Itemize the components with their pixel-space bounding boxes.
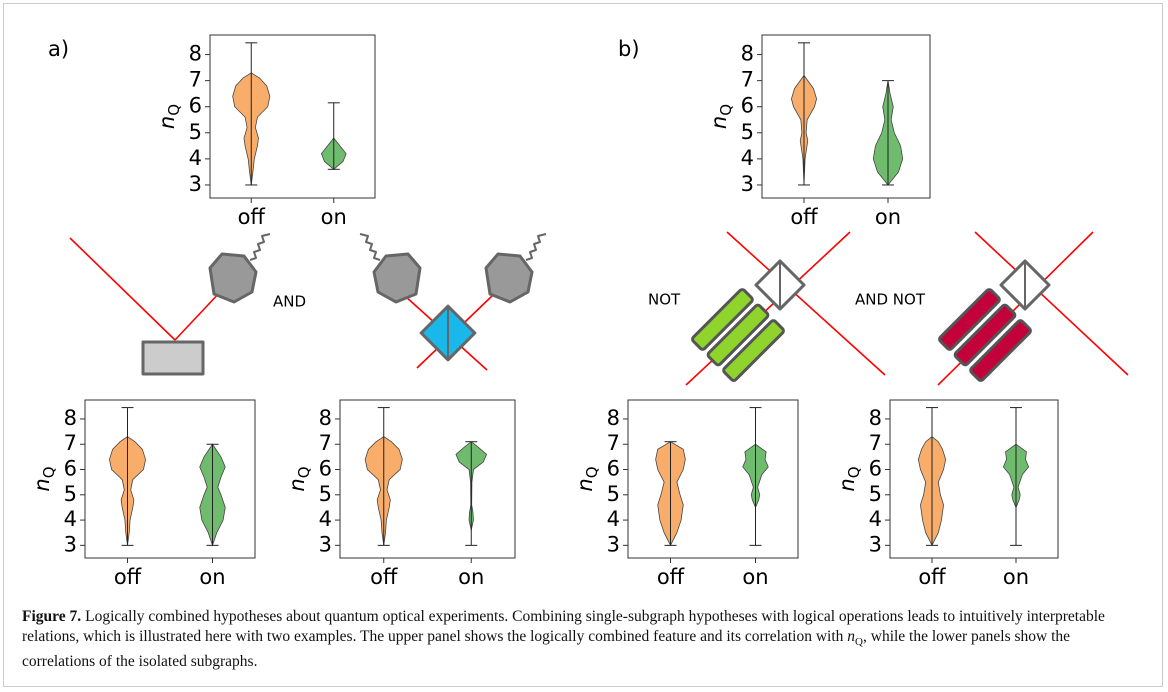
y-axis-subscript: Q	[845, 466, 863, 478]
y-tick-label: 7	[607, 431, 620, 455]
y-tick-label: 4	[189, 146, 202, 170]
y-axis-label: nQ	[155, 104, 183, 129]
x-tick-label: on	[875, 205, 901, 229]
x-tick-label: on	[321, 205, 347, 229]
setup-diagram	[685, 231, 886, 386]
x-tick-label: off	[790, 205, 818, 229]
y-tick-label: 5	[869, 482, 882, 506]
y-axis-subscript: Q	[165, 104, 183, 116]
y-axis-symbol: n	[285, 478, 309, 491]
y-tick-label: 5	[741, 120, 754, 144]
y-tick-label: 8	[869, 406, 882, 430]
plot-frame	[339, 399, 516, 559]
y-tick-label: 4	[319, 507, 332, 531]
y-tick-label: 7	[319, 431, 332, 455]
y-axis-symbol: n	[707, 116, 731, 129]
y-tick-label: 8	[64, 406, 77, 430]
operator-label: AND NOT	[855, 291, 926, 309]
y-tick-label: 7	[64, 431, 77, 455]
y-tick-label: 7	[741, 68, 754, 92]
y-tick-label: 6	[189, 94, 202, 118]
y-tick-label: 3	[64, 532, 77, 556]
plot-frame	[761, 34, 931, 199]
operator-label: NOT	[648, 291, 681, 309]
y-tick-label: 3	[189, 172, 202, 196]
y-tick-label: 7	[869, 431, 882, 455]
panel-label: b)	[618, 37, 640, 61]
y-tick-label: 7	[189, 68, 202, 92]
y-tick-label: 5	[319, 482, 332, 506]
x-tick-label: off	[238, 205, 266, 229]
x-tick-label: off	[657, 565, 685, 589]
setup-diagram	[359, 233, 547, 371]
y-axis-subscript: Q	[583, 466, 601, 478]
y-tick-label: 3	[319, 532, 332, 556]
caption-text: Logically combined hypotheses about quan…	[22, 608, 1105, 645]
setup-diagram	[69, 233, 271, 376]
y-axis-symbol: n	[573, 478, 597, 491]
caption: Figure 7. Logically combined hypotheses a…	[22, 607, 1142, 672]
y-tick-label: 4	[607, 507, 620, 531]
caption-label: Figure 7.	[22, 608, 82, 625]
caption-subscript: Q	[855, 636, 863, 649]
x-tick-label: off	[918, 565, 946, 589]
y-tick-label: 6	[869, 457, 882, 481]
y-axis-subscript: Q	[295, 466, 313, 478]
caption-text: , while the lower panels show the correl…	[22, 628, 1071, 671]
y-tick-label: 8	[189, 42, 202, 66]
y-tick-label: 4	[64, 507, 77, 531]
x-tick-label: off	[114, 565, 142, 589]
y-axis-subscript: Q	[40, 466, 58, 478]
y-tick-label: 3	[607, 532, 620, 556]
plot-frame	[84, 399, 256, 559]
y-axis-label: nQ	[835, 466, 863, 491]
x-tick-label: on	[1003, 565, 1029, 589]
y-axis-label: nQ	[573, 466, 601, 491]
y-tick-label: 8	[607, 406, 620, 430]
y-tick-label: 3	[869, 532, 882, 556]
y-axis-subscript: Q	[717, 104, 735, 116]
y-axis-label: nQ	[707, 104, 735, 129]
y-tick-label: 5	[189, 120, 202, 144]
y-tick-label: 6	[319, 457, 332, 481]
plot-frame	[209, 34, 376, 199]
x-tick-label: on	[742, 565, 768, 589]
caption-symbol: n	[847, 628, 856, 645]
y-tick-label: 4	[741, 146, 754, 170]
figure-frame	[3, 3, 1163, 687]
plot-frame	[889, 399, 1059, 559]
y-tick-label: 6	[607, 457, 620, 481]
y-tick-label: 6	[741, 94, 754, 118]
plot-frame	[627, 399, 799, 559]
y-tick-label: 5	[64, 482, 77, 506]
y-tick-label: 8	[741, 42, 754, 66]
figure-graphics: a) b) AND NOT	[30, 34, 1129, 589]
y-tick-label: 3	[741, 172, 754, 196]
y-tick-label: 4	[869, 507, 882, 531]
y-axis-label: nQ	[285, 466, 313, 491]
x-tick-label: on	[458, 565, 484, 589]
y-tick-label: 5	[607, 482, 620, 506]
y-axis-label: nQ	[30, 466, 58, 491]
y-tick-label: 6	[64, 457, 77, 481]
y-axis-symbol: n	[835, 478, 859, 491]
panel-label: a)	[48, 37, 69, 61]
y-axis-symbol: n	[30, 478, 54, 491]
y-axis-symbol: n	[155, 116, 179, 129]
y-tick-label: 8	[319, 406, 332, 430]
operator-label: AND	[273, 293, 306, 311]
x-tick-label: on	[199, 565, 225, 589]
x-tick-label: off	[370, 565, 398, 589]
setup-diagram	[937, 231, 1129, 386]
